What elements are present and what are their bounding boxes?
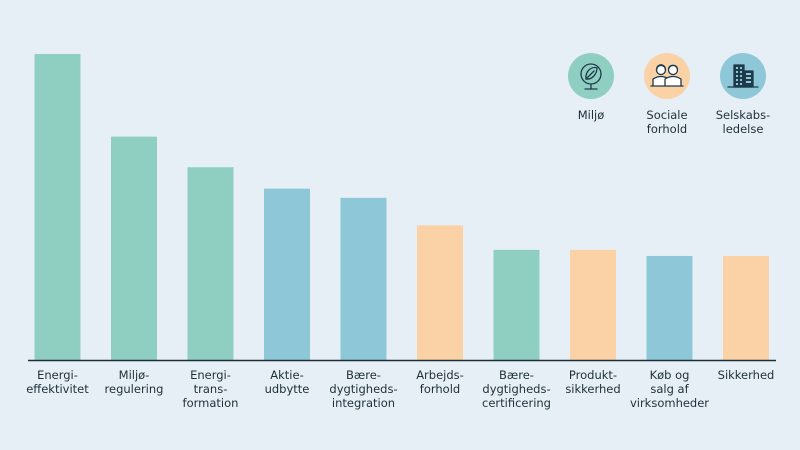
x-tick-label: Bære-dygtigheds-integration [329, 368, 397, 410]
globe-leaf-icon [580, 63, 602, 90]
bar [187, 167, 234, 360]
bar [570, 249, 616, 360]
bar [493, 249, 540, 360]
x-tick-label: Miljø-regulering [105, 368, 164, 396]
bar [34, 54, 81, 360]
bar [340, 197, 387, 360]
x-tick-label: Køb og salg af virksomheder [630, 368, 709, 410]
bar [417, 225, 463, 360]
legend-item-miljo: Miljø [568, 53, 614, 122]
x-tick-label: Produkt-sikkerhed [565, 368, 620, 396]
bar [646, 255, 693, 360]
legend-label: Sociale forhold [646, 108, 687, 136]
bar [723, 255, 769, 360]
building-icon [727, 64, 759, 88]
x-tick-label: Aktie-udbytte [265, 368, 310, 396]
legend-item-selskab: Selskabs-ledelse [716, 53, 771, 136]
x-tick-label: Energi-effektivitet [26, 368, 89, 396]
x-tick-label: Bære-dygtigheds-certificering [482, 368, 551, 410]
legend-label: Miljø [578, 108, 605, 122]
x-tick-label: Arbejds-forhold [416, 368, 464, 396]
legend-label: Selskabs-ledelse [716, 108, 771, 136]
x-tick-label: Energi-trans-formation [183, 368, 239, 410]
legend-icon-circle [644, 53, 690, 99]
bar [111, 136, 157, 360]
legend-icon-circle [568, 53, 614, 99]
bar [264, 188, 310, 360]
x-tick-label: Sikkerhed [718, 368, 775, 382]
legend-item-sociale: Sociale forhold [644, 53, 690, 136]
people-icon [650, 64, 684, 87]
